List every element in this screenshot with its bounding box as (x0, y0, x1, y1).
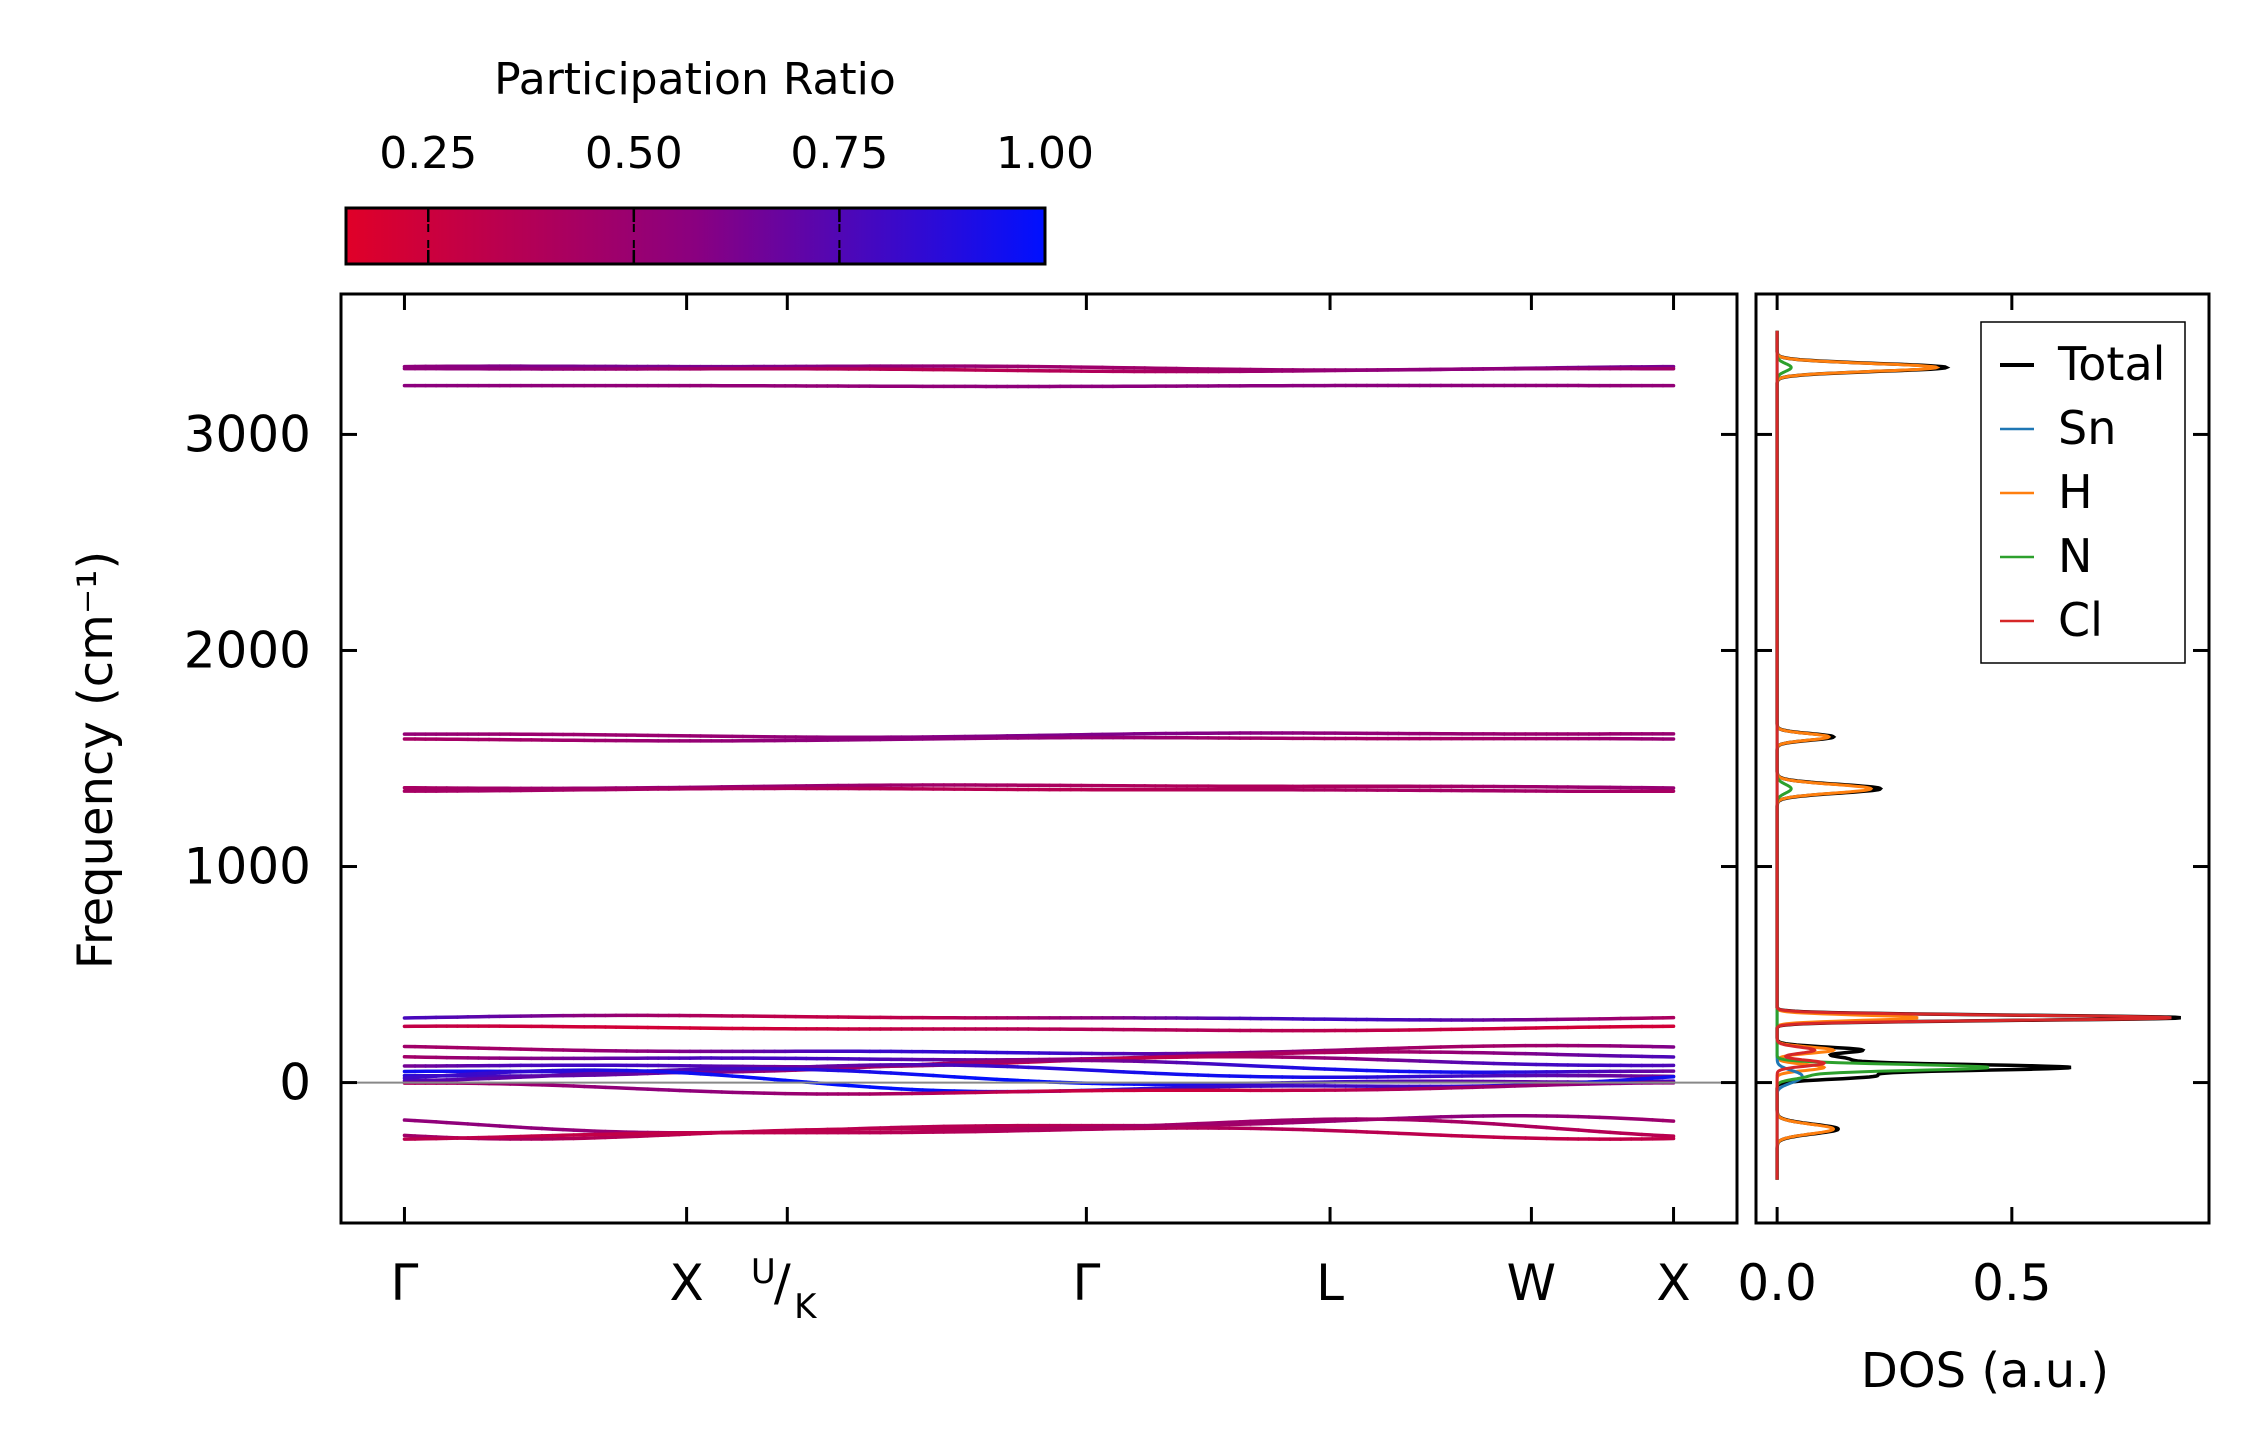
legend-label-h: H (2058, 465, 2093, 519)
colorbar-tick-label: 0.25 (379, 128, 477, 179)
colorbar-tick-label: 1.00 (996, 128, 1094, 179)
legend: Total Sn HN Cl (1980, 321, 2186, 664)
dos-series-cl (1775, 330, 2172, 1180)
svg-text:/: / (774, 1254, 791, 1312)
band-19 (402, 1126, 1676, 1141)
kpoint-label: Γ (391, 1254, 419, 1312)
dos-axes-frame (1754, 292, 2211, 1225)
legend-label-n: N (2058, 529, 2092, 583)
band-y-label: Frequency (cm⁻¹) (68, 551, 124, 969)
band-2 (402, 383, 1676, 389)
band-3 (402, 731, 1676, 740)
legend-label-sn: Sn (2058, 401, 2116, 455)
kpoint-label: W (1507, 1254, 1556, 1312)
band-y-axis: 0 1000 2000 3000 (184, 405, 1737, 1112)
band-axes-frame (339, 292, 1739, 1225)
dos-x-tick-label: 0.0 (1737, 1254, 1817, 1312)
colorbar-tick-label: 0.75 (790, 128, 888, 179)
band-y-tick-label: 2000 (184, 621, 311, 679)
dos-axis-ticks: 0.0 0.5 (1737, 294, 2209, 1312)
band-1 (402, 366, 1676, 374)
band-lines (402, 364, 1676, 1141)
band-structure-panel: 0 1000 2000 3000 Γ X U/K Γ L W X Frequency (cm⁻¹) (68, 292, 1739, 1327)
kpoint-label: L (1316, 1254, 1344, 1312)
kpoint-label: X (1656, 1254, 1690, 1312)
svg-text:K: K (794, 1287, 818, 1327)
band-6 (402, 786, 1676, 794)
dos-x-tick-label: 0.5 (1972, 1254, 2052, 1312)
dos-x-label: DOS (a.u.) (1861, 1343, 2109, 1399)
band-x-axis: Γ X U/K Γ L W X (391, 294, 1691, 1327)
legend-label-total: Total (2057, 337, 2165, 391)
band-5 (402, 783, 1676, 791)
band-8 (402, 1024, 1676, 1033)
colorbar: Participation Ratio 0.25 0.50 0.75 1.00 (344, 54, 1094, 266)
colorbar-label: Participation Ratio (494, 54, 896, 105)
band-y-tick-label: 0 (279, 1054, 311, 1112)
band-y-tick-label: 1000 (184, 838, 311, 896)
kpoint-label-u-k: U/K (751, 1252, 818, 1327)
colorbar-ticks: 0.25 0.50 0.75 1.00 (379, 128, 1094, 264)
dos-panel: 0.0 0.5 DOS (a.u.) Total Sn HN Cl (1737, 292, 2211, 1399)
band-4 (402, 735, 1676, 743)
kpoint-label: Γ (1072, 1254, 1100, 1312)
svg-text:U: U (751, 1252, 776, 1292)
colorbar-tick-label: 0.50 (585, 128, 683, 179)
band-y-tick-label: 3000 (184, 405, 311, 463)
colorbar-gradient (344, 206, 1047, 266)
dos-lines (1775, 330, 2181, 1180)
band-7 (402, 1013, 1676, 1022)
band-11 (402, 1054, 1676, 1069)
kpoint-label: X (669, 1254, 703, 1312)
legend-label-cl: Cl (2058, 593, 2103, 647)
